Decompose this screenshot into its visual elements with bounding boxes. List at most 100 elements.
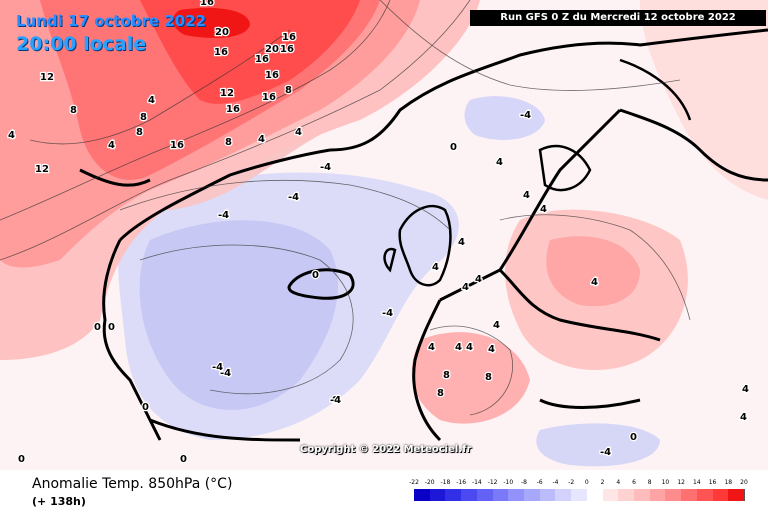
contour-label: -4 <box>382 308 393 319</box>
contour-label: 12 <box>40 72 54 83</box>
model-run-label: Run GFS 0 Z du Mercredi 12 octobre 2022 <box>470 10 766 26</box>
legend-tick: -8 <box>521 479 527 486</box>
contour-label: 0 <box>312 270 319 281</box>
coastline-uk <box>383 204 452 287</box>
contour-label: 4 <box>493 320 500 331</box>
contour-label: 4 <box>148 95 155 106</box>
contour-label: 0 <box>630 432 637 443</box>
legend-swatch <box>414 489 431 501</box>
contour-label: -4 <box>320 162 331 173</box>
legend-tick: -2 <box>568 479 575 486</box>
contour-label: 0 <box>332 395 339 406</box>
contour-label: 0 <box>450 142 457 153</box>
legend-tick: 20 <box>740 479 748 486</box>
contour-label: 0 <box>142 402 149 413</box>
contour-label: 8 <box>285 85 292 96</box>
contour-label: -4 <box>212 362 223 373</box>
legend-swatch <box>461 489 478 501</box>
contour-label: 8 <box>140 112 147 123</box>
contour-label: 8 <box>225 137 232 148</box>
contour-label: 20 <box>265 44 279 55</box>
legend-swatch <box>586 489 604 501</box>
legend-tick: 2 <box>600 479 605 486</box>
forecast-lead-time: (+ 138h) <box>32 495 86 508</box>
legend-swatch <box>508 489 525 501</box>
contour-label: 16 <box>255 54 269 65</box>
contour-label: 0 <box>108 322 115 333</box>
coastline-iceland <box>287 268 355 300</box>
contour-label: 4 <box>740 412 747 423</box>
contour-label: 4 <box>108 140 115 151</box>
legend-tick: 14 <box>693 479 701 486</box>
contour-label: -4 <box>330 395 341 406</box>
legend-tick: 0 <box>584 479 589 486</box>
contour-label: 20 <box>215 27 229 38</box>
contour-label: 4 <box>475 274 482 285</box>
contour-label: 16 <box>200 0 214 8</box>
legend-tick: 10 <box>661 479 670 486</box>
contour-label: 4 <box>523 190 530 201</box>
legend-tick: -16 <box>456 479 467 486</box>
contour-label: -4 <box>600 447 611 458</box>
contour-label: 8 <box>136 127 143 138</box>
contour-label: 16 <box>280 44 294 55</box>
contour-label: 4 <box>432 262 439 273</box>
legend-swatch <box>696 489 714 501</box>
legend-tick: -20 <box>424 479 435 486</box>
map-title: Anomalie Temp. 850hPa (°C) <box>32 476 233 492</box>
contour-label: 4 <box>258 134 265 145</box>
legend-swatch <box>571 489 588 501</box>
legend-tick: -22 <box>409 479 419 486</box>
forecast-date: Lundi 17 octobre 2022 <box>16 12 207 30</box>
coastline-greenland <box>79 168 301 442</box>
copyright-notice: Copyright © 2022 Meteociel.fr <box>300 444 472 455</box>
legend-swatch <box>665 489 683 501</box>
legend-swatch <box>634 489 651 501</box>
cold-anomaly-core <box>139 220 339 410</box>
contour-label: 12 <box>35 164 49 175</box>
legend-swatch <box>681 489 698 501</box>
legend-tick: 12 <box>677 479 685 486</box>
legend-swatch <box>445 489 463 501</box>
contour-label: 0 <box>94 322 101 333</box>
contour-label: 16 <box>265 70 279 81</box>
contour-label: 8 <box>437 388 444 399</box>
legend-tick: -6 <box>536 479 543 486</box>
legend-swatch <box>476 489 494 501</box>
contour-label: 4 <box>458 237 465 248</box>
contour-label: 4 <box>455 342 462 353</box>
legend-swatch <box>429 489 447 501</box>
legend-tick: -12 <box>487 479 498 486</box>
contour-label: 0 <box>180 454 187 465</box>
contour-label: 4 <box>428 342 435 353</box>
legend-swatch <box>602 489 620 501</box>
legend-swatch <box>555 489 573 501</box>
color-scale-legend <box>414 489 745 501</box>
legend-tick: 16 <box>708 479 717 486</box>
contour-label: 16 <box>170 140 184 151</box>
legend-tick: -18 <box>440 479 451 486</box>
legend-tick: -10 <box>503 479 514 486</box>
contour-label: 8 <box>443 370 450 381</box>
contour-label: 8 <box>485 372 492 383</box>
contour-label: 8 <box>70 105 77 116</box>
map-footer: Anomalie Temp. 850hPa (°C) (+ 138h) -22-… <box>0 470 768 512</box>
legend-tick: 8 <box>647 479 652 486</box>
contour-label: 4 <box>462 282 469 293</box>
contour-label: 4 <box>496 157 503 168</box>
legend-swatch <box>712 489 730 501</box>
contour-label: 4 <box>466 342 473 353</box>
coastline-north <box>118 28 768 242</box>
contour-label: 4 <box>295 127 302 138</box>
legend-tick-labels: -22 -20 -18 -16 -14 -12 -10 -8 -6 -4 -2 0 2 4 6 8 10 12 14… <box>409 479 748 489</box>
legend-swatch <box>492 489 510 501</box>
contour-label: 4 <box>591 277 598 288</box>
contour-label: -4 <box>520 110 531 121</box>
contour-label: 4 <box>8 130 15 141</box>
contour-label: 12 <box>220 88 234 99</box>
contour-label: 0 <box>18 454 25 465</box>
contour-label: -4 <box>218 210 229 221</box>
legend-tick: 6 <box>632 479 636 486</box>
